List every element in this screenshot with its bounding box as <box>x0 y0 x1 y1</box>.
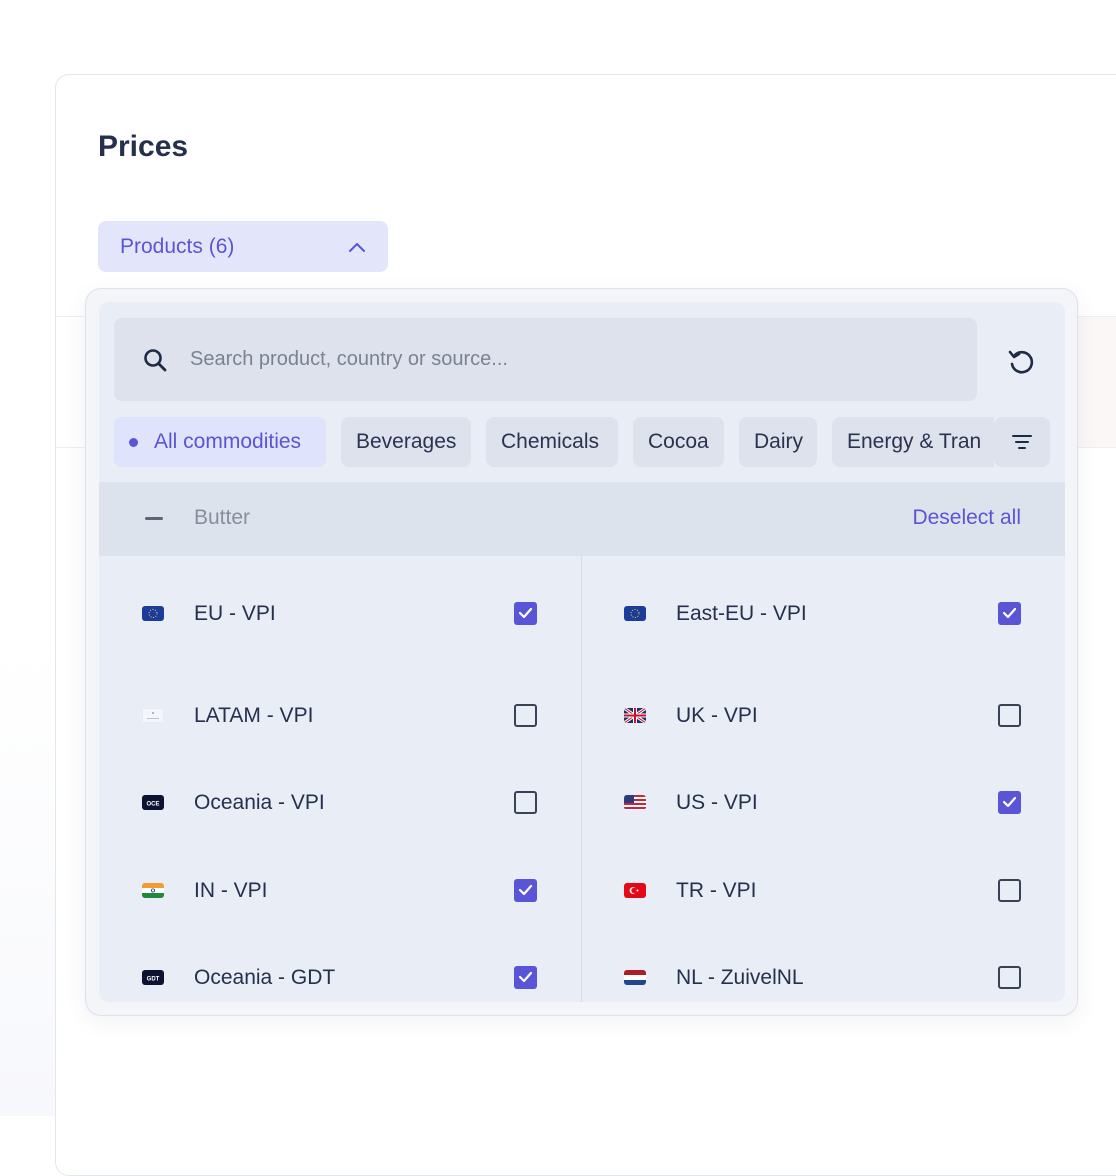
list-item-oceania-vpi[interactable]: OCE Oceania - VPI <box>142 783 602 823</box>
products-popover: All commodities Beverages Chemicals Coco… <box>85 288 1078 1016</box>
gdt-badge-icon: GDT <box>142 970 164 985</box>
chip-beverages[interactable]: Beverages <box>341 417 471 467</box>
checkbox-checked[interactable] <box>514 966 537 989</box>
chip-all-commodities[interactable]: All commodities <box>114 417 326 467</box>
filter-button[interactable] <box>994 417 1050 467</box>
page-title: Prices <box>98 130 189 163</box>
eu-flag-icon <box>142 606 164 621</box>
checkbox-unchecked[interactable] <box>998 966 1021 989</box>
latam-flag-icon <box>142 708 164 723</box>
list-item-in-vpi[interactable]: IN - VPI <box>142 871 602 911</box>
chip-energy-transport[interactable]: Energy & Tran <box>832 417 994 467</box>
products-dropdown-button[interactable]: Products (6) <box>98 221 388 272</box>
checkbox-checked[interactable] <box>514 879 537 902</box>
item-label: IN - VPI <box>194 879 268 902</box>
checkbox-unchecked[interactable] <box>514 704 537 727</box>
products-dropdown-label: Products (6) <box>120 234 235 258</box>
column-divider <box>581 556 582 1002</box>
item-label: US - VPI <box>676 791 758 814</box>
minus-icon[interactable] <box>145 517 163 520</box>
list-item-east-eu-vpi[interactable]: East-EU - VPI <box>624 594 1065 634</box>
reset-icon[interactable] <box>1003 344 1039 380</box>
chip-label: Cocoa <box>648 430 709 453</box>
commodity-chips: All commodities Beverages Chemicals Coco… <box>114 417 994 467</box>
checkbox-checked[interactable] <box>998 602 1021 625</box>
chip-label: Beverages <box>356 430 457 453</box>
products-panel: All commodities Beverages Chemicals Coco… <box>99 302 1065 1002</box>
list-item-latam-vpi[interactable]: LATAM - VPI <box>142 696 602 736</box>
filter-icon <box>1012 435 1032 449</box>
item-label: LATAM - VPI <box>194 704 314 727</box>
chip-label: Chemicals <box>501 430 600 453</box>
checkbox-unchecked[interactable] <box>998 879 1021 902</box>
nl-flag-icon <box>624 970 646 985</box>
item-label: NL - ZuivelNL <box>676 966 804 989</box>
item-label: Oceania - VPI <box>194 791 325 814</box>
chip-cocoa[interactable]: Cocoa <box>633 417 724 467</box>
uk-flag-icon <box>624 708 646 723</box>
list-item-oceania-gdt[interactable]: GDT Oceania - GDT <box>142 958 602 998</box>
svg-text:OCE: OCE <box>146 802 159 808</box>
checkbox-checked[interactable] <box>998 791 1021 814</box>
search-input[interactable] <box>188 347 952 372</box>
in-flag-icon <box>142 883 164 898</box>
item-label: UK - VPI <box>676 704 758 727</box>
list-item-nl-zuivelnl[interactable]: NL - ZuivelNL <box>624 958 1065 998</box>
group-header: Butter Deselect all <box>99 482 1065 556</box>
item-label: East-EU - VPI <box>676 602 807 625</box>
eu-flag-icon <box>624 606 646 621</box>
checkbox-checked[interactable] <box>514 602 537 625</box>
item-label: Oceania - GDT <box>194 966 336 989</box>
svg-text:GDT: GDT <box>147 977 160 983</box>
tr-flag-icon <box>624 883 646 898</box>
chip-label: Dairy <box>754 430 804 453</box>
us-flag-icon <box>624 795 646 810</box>
chip-chemicals[interactable]: Chemicals <box>486 417 618 467</box>
checkbox-unchecked[interactable] <box>998 704 1021 727</box>
chip-label: Energy & Tran <box>847 430 982 453</box>
chip-label: All commodities <box>154 430 302 453</box>
active-dot-icon <box>129 437 138 447</box>
item-label: TR - VPI <box>676 879 757 902</box>
deselect-all-link[interactable]: Deselect all <box>912 506 1021 529</box>
checkbox-unchecked[interactable] <box>514 791 537 814</box>
item-label: EU - VPI <box>194 602 276 625</box>
oce-badge-icon: OCE <box>142 795 164 810</box>
group-name: Butter <box>194 506 251 529</box>
chip-dairy[interactable]: Dairy <box>739 417 817 467</box>
search-box <box>114 318 977 401</box>
list-item-tr-vpi[interactable]: TR - VPI <box>624 871 1065 911</box>
chevron-up-icon <box>348 241 366 253</box>
search-icon <box>144 348 167 371</box>
list-item-us-vpi[interactable]: US - VPI <box>624 783 1065 823</box>
list-item-eu-vpi[interactable]: EU - VPI <box>142 594 602 634</box>
list-item-uk-vpi[interactable]: UK - VPI <box>624 696 1065 736</box>
